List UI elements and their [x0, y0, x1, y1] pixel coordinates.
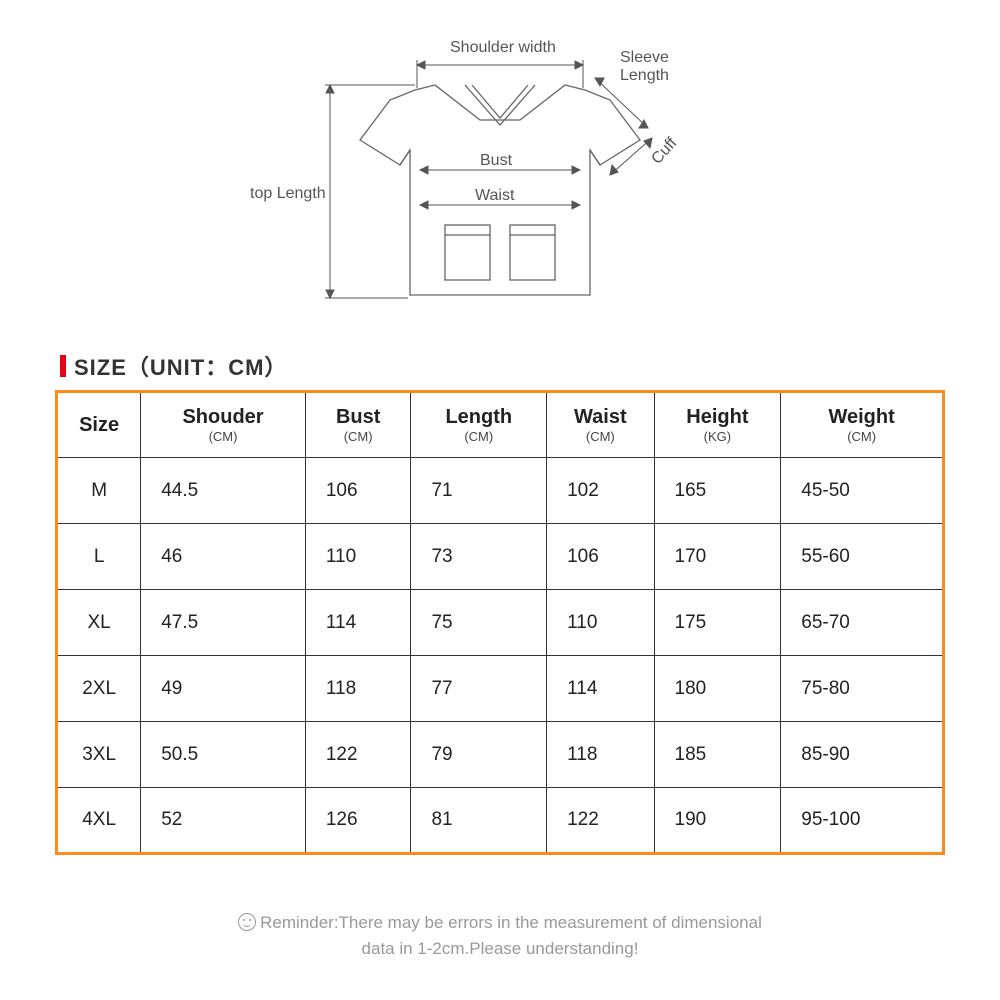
col-length: Length(CM) [411, 392, 547, 458]
table-body: M 44.5 106 71 102 165 45-50 L 46 110 73 … [57, 458, 944, 854]
table-header-row: Size Shouder(CM) Bust(CM) Length(CM) Wai… [57, 392, 944, 458]
label-top-length: top Length [250, 185, 326, 202]
col-height: Height(KG) [654, 392, 781, 458]
table-row: M 44.5 106 71 102 165 45-50 [57, 458, 944, 524]
table-row: XL 47.5 114 75 110 175 65-70 [57, 590, 944, 656]
heading-text: SIZE（UNIT：CM） [74, 350, 287, 382]
label-bust: Bust [480, 152, 513, 169]
table-row: 3XL 50.5 122 79 118 185 85-90 [57, 722, 944, 788]
col-size: Size [57, 392, 141, 458]
size-heading: SIZE（UNIT：CM） [60, 350, 287, 382]
label-sleeve-length: Sleeve Length [620, 49, 673, 84]
col-bust: Bust(CM) [305, 392, 411, 458]
col-weight: Weight(CM) [781, 392, 944, 458]
reminder-text: Reminder:There may be errors in the meas… [0, 910, 1000, 961]
table-row: 2XL 49 118 77 114 180 75-80 [57, 656, 944, 722]
accent-bar [60, 355, 66, 377]
table-row: 4XL 52 126 81 122 190 95-100 [57, 788, 944, 854]
label-shoulder-width: Shoulder width [450, 39, 556, 56]
col-shoulder: Shouder(CM) [141, 392, 306, 458]
label-waist: Waist [475, 187, 515, 204]
table-row: L 46 110 73 106 170 55-60 [57, 524, 944, 590]
size-table: Size Shouder(CM) Bust(CM) Length(CM) Wai… [55, 390, 945, 855]
col-waist: Waist(CM) [547, 392, 654, 458]
label-cuff: Cuff [648, 134, 680, 167]
smiley-icon [238, 913, 256, 931]
garment-diagram: Shoulder width Sleeve Length Cuff Bust W… [250, 20, 750, 330]
